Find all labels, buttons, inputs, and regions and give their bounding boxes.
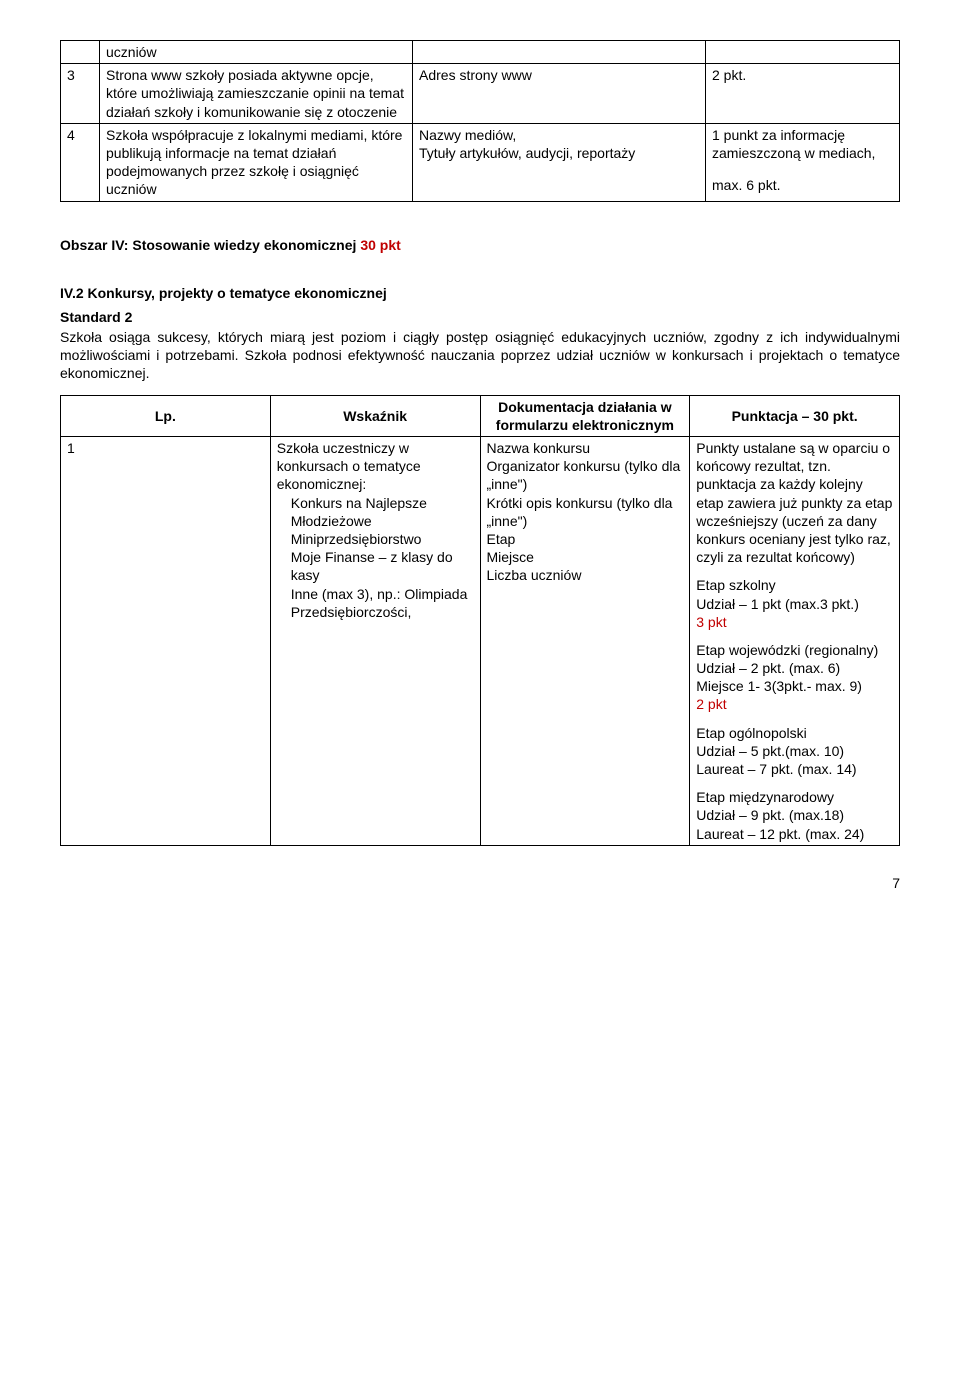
standard-text: Szkoła osiąga sukcesy, których miarą jes…: [60, 328, 900, 383]
etap-heading: Etap szkolny: [696, 576, 893, 594]
section-heading: Obszar IV: Stosowanie wiedzy ekonomiczne…: [60, 236, 900, 254]
cell-wsk: Strona www szkoły posiada aktywne opcje,…: [100, 64, 413, 124]
cell-line: Tytuły artykułów, audycji, reportaży: [419, 144, 699, 162]
cell-line: Liczba uczniów: [487, 566, 684, 584]
cell-line: Organizator konkursu (tylko dla „inne"): [487, 457, 684, 493]
section-heading-text: Obszar IV: Stosowanie wiedzy ekonomiczne…: [60, 237, 360, 253]
cell-line: Szkoła uczestniczy w konkursach o tematy…: [277, 439, 474, 494]
col-wsk: Wskaźnik: [270, 395, 480, 436]
etap-red: 2 pkt: [696, 695, 893, 713]
etap-line: Miejsce 1- 3(3pkt.- max. 9): [696, 677, 893, 695]
cell-doc: Nazwy mediów, Tytuły artykułów, audycji,…: [413, 123, 706, 201]
section-heading-red: 30 pkt: [360, 237, 400, 253]
standard-label: Standard 2: [60, 308, 900, 326]
indent-block: Konkurs na Najlepsze Młodzieżowe Miniprz…: [277, 494, 474, 621]
cell-pkt: [706, 41, 900, 64]
cell-wsk: Szkoła współpracuje z lokalnymi mediami,…: [100, 123, 413, 201]
points-main: Punkty ustalane są w oparciu o końcowy r…: [696, 439, 893, 566]
etap-block: Etap ogólnopolski Udział – 5 pkt.(max. 1…: [696, 724, 893, 779]
cell-wsk: Szkoła uczestniczy w konkursach o tematy…: [270, 437, 480, 846]
col-doc: Dokumentacja działania w formularzu elek…: [480, 395, 690, 436]
etap-red: 3 pkt: [696, 613, 893, 631]
sub-heading: IV.2 Konkursy, projekty o tematyce ekono…: [60, 284, 900, 302]
cell-doc: Adres strony www: [413, 64, 706, 124]
table-row: 3 Strona www szkoły posiada aktywne opcj…: [61, 64, 900, 124]
cell-line: Inne (max 3), np.: Olimpiada Przedsiębio…: [291, 585, 474, 621]
cell-pkt: Punkty ustalane są w oparciu o końcowy r…: [690, 437, 900, 846]
etap-line: Laureat – 12 pkt. (max. 24): [696, 825, 893, 843]
cell-doc: [413, 41, 706, 64]
col-lp: Lp.: [61, 395, 271, 436]
cell-pkt: 1 punkt za informację zamieszczoną w med…: [706, 123, 900, 201]
cell-num: 1: [61, 437, 271, 846]
etap-line: Udział – 1 pkt (max.3 pkt.): [696, 595, 893, 613]
etap-line: Laureat – 7 pkt. (max. 14): [696, 760, 893, 778]
etap-block: Etap szkolny Udział – 1 pkt (max.3 pkt.)…: [696, 576, 893, 631]
cell-num: 4: [61, 123, 100, 201]
etap-heading: Etap międzynarodowy: [696, 788, 893, 806]
table-row: uczniów: [61, 41, 900, 64]
table-row: 4 Szkoła współpracuje z lokalnymi mediam…: [61, 123, 900, 201]
cell-line: max. 6 pkt.: [712, 176, 893, 194]
table-top: uczniów 3 Strona www szkoły posiada akty…: [60, 40, 900, 202]
cell-line: Etap: [487, 530, 684, 548]
etap-line: Udział – 5 pkt.(max. 10): [696, 742, 893, 760]
etap-heading: Etap ogólnopolski: [696, 724, 893, 742]
etap-block: Etap międzynarodowy Udział – 9 pkt. (max…: [696, 788, 893, 843]
etap-heading: Etap wojewódzki (regionalny): [696, 641, 893, 659]
table-row: 1 Szkoła uczestniczy w konkursach o tema…: [61, 437, 900, 846]
cell-line: Konkurs na Najlepsze Młodzieżowe Miniprz…: [291, 494, 474, 549]
etap-block: Etap wojewódzki (regionalny) Udział – 2 …: [696, 641, 893, 714]
cell-doc: Nazwa konkursu Organizator konkursu (tyl…: [480, 437, 690, 846]
cell-num: 3: [61, 64, 100, 124]
cell-line: Moje Finanse – z klasy do kasy: [291, 548, 474, 584]
cell-line: Nazwa konkursu: [487, 439, 684, 457]
cell-line: 1 punkt za informację zamieszczoną w med…: [712, 126, 893, 162]
col-pkt: Punktacja – 30 pkt.: [690, 395, 900, 436]
cell-line: Miejsce: [487, 548, 684, 566]
cell-line: Krótki opis konkursu (tylko dla „inne"): [487, 494, 684, 530]
cell-wsk: uczniów: [100, 41, 413, 64]
spacer: [712, 162, 893, 176]
etap-line: Udział – 2 pkt. (max. 6): [696, 659, 893, 677]
cell-num: [61, 41, 100, 64]
table-header-row: Lp. Wskaźnik Dokumentacja działania w fo…: [61, 395, 900, 436]
etap-line: Udział – 9 pkt. (max.18): [696, 806, 893, 824]
page-number: 7: [60, 874, 900, 892]
table-main: Lp. Wskaźnik Dokumentacja działania w fo…: [60, 395, 900, 846]
cell-pkt: 2 pkt.: [706, 64, 900, 124]
cell-line: Nazwy mediów,: [419, 126, 699, 144]
